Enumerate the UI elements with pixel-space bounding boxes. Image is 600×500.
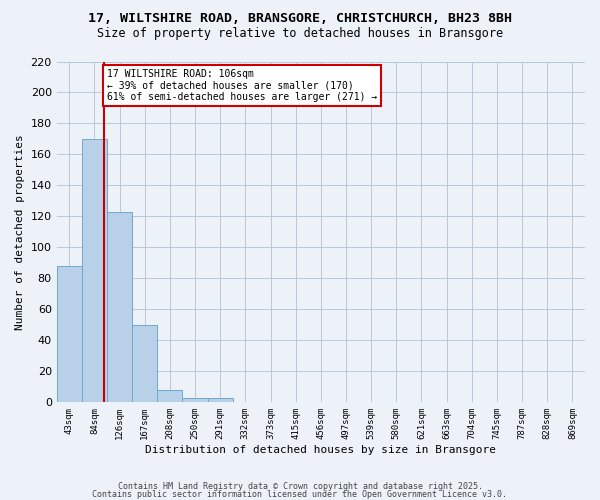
Text: Size of property relative to detached houses in Bransgore: Size of property relative to detached ho… [97, 28, 503, 40]
Bar [208, 398, 233, 402]
Text: 17 WILTSHIRE ROAD: 106sqm
← 39% of detached houses are smaller (170)
61% of semi: 17 WILTSHIRE ROAD: 106sqm ← 39% of detac… [107, 69, 377, 102]
Text: 17, WILTSHIRE ROAD, BRANSGORE, CHRISTCHURCH, BH23 8BH: 17, WILTSHIRE ROAD, BRANSGORE, CHRISTCHU… [88, 12, 512, 26]
Y-axis label: Number of detached properties: Number of detached properties [15, 134, 25, 330]
Bar [82, 139, 107, 402]
Bar [107, 212, 132, 402]
Bar [132, 325, 157, 402]
Bar [157, 390, 182, 402]
Text: Contains HM Land Registry data © Crown copyright and database right 2025.: Contains HM Land Registry data © Crown c… [118, 482, 482, 491]
Bar [182, 398, 208, 402]
Bar [56, 266, 82, 402]
X-axis label: Distribution of detached houses by size in Bransgore: Distribution of detached houses by size … [145, 445, 496, 455]
Text: Contains public sector information licensed under the Open Government Licence v3: Contains public sector information licen… [92, 490, 508, 499]
